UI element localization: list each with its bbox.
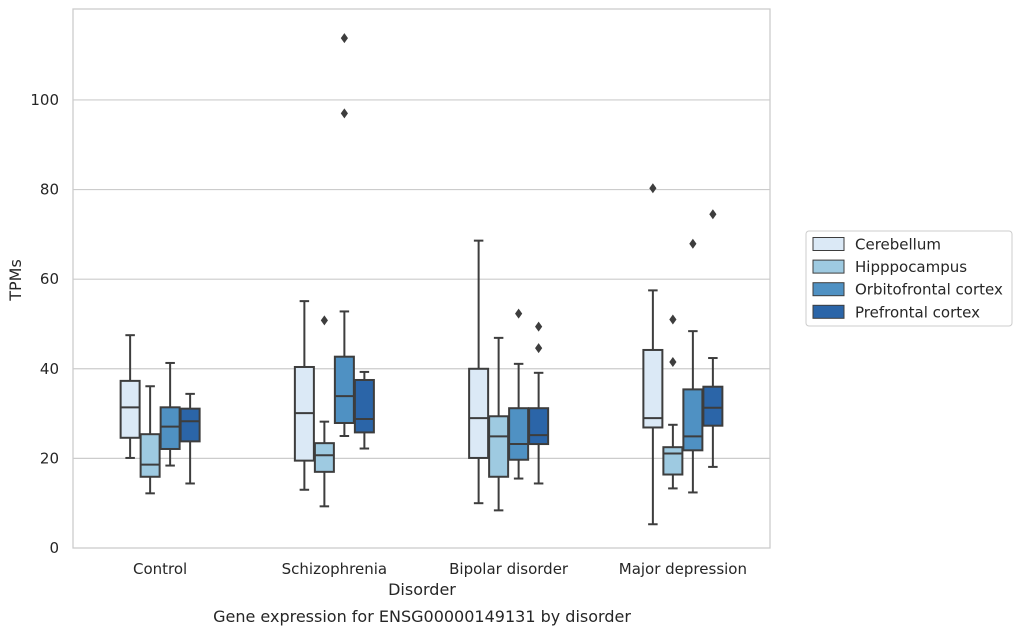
box <box>468 239 490 505</box>
legend-swatch <box>812 282 845 297</box>
box <box>508 308 530 480</box>
y-tick-label: 0 <box>49 539 59 557</box>
legend: Cerebellum Hipppocampus Orbitofrontal cort… <box>805 230 1013 327</box>
box-body <box>159 406 181 450</box>
box <box>353 370 375 450</box>
legend-swatch <box>812 237 845 251</box>
legend-label: Cerebellum <box>855 236 941 254</box>
y-tick-label: 60 <box>40 270 59 288</box>
x-axis-label: Disorder <box>388 580 456 599</box>
box-body <box>508 407 530 461</box>
box <box>682 238 704 494</box>
legend-label: Orbitofrontal cortex <box>855 281 1003 299</box>
y-tick-label: 100 <box>30 91 59 109</box>
outlier-point <box>669 357 677 368</box>
box-body <box>468 367 490 459</box>
box <box>642 183 664 526</box>
box-body <box>313 442 335 473</box>
y-tick-label: 20 <box>40 449 59 467</box>
box <box>179 392 201 485</box>
box-body <box>353 378 375 434</box>
box-body <box>488 415 510 478</box>
box <box>333 33 355 437</box>
legend-frame <box>805 230 1013 327</box>
box-body <box>119 379 141 439</box>
box <box>662 314 684 490</box>
outlier-point <box>535 321 543 332</box>
box-body <box>662 446 684 476</box>
x-tick-label: Schizophrenia <box>282 560 387 578</box>
legend-label: Prefrontal cortex <box>855 303 980 321</box>
box-body <box>139 433 161 478</box>
outlier-point <box>649 183 657 194</box>
box <box>528 321 550 485</box>
legend-swatch <box>812 304 845 319</box>
legend-label: Hipppocampus <box>855 258 967 276</box>
box-body <box>528 407 550 446</box>
y-axis-ticks: 0 20 40 60 80 100 <box>30 91 59 557</box>
outlier-point <box>689 238 697 249</box>
y-tick-label: 80 <box>40 181 59 199</box>
box <box>159 361 181 467</box>
outlier-point <box>320 315 328 326</box>
box <box>139 385 161 495</box>
outlier-point <box>535 343 543 354</box>
y-axis-label: TPMs <box>6 259 25 302</box>
grid-lines <box>73 99 770 459</box>
box-body <box>333 355 355 424</box>
x-tick-label: Major depression <box>619 560 747 578</box>
box-body <box>642 348 664 429</box>
box-body <box>682 388 704 452</box>
legend-swatch <box>812 259 845 274</box>
x-tick-label: Bipolar disorder <box>449 560 569 578</box>
box-body <box>179 407 201 443</box>
outlier-point <box>340 33 348 44</box>
box-body <box>702 385 724 427</box>
chart-caption: Gene expression for ENSG00000149131 by d… <box>213 607 631 626</box>
plot-area-frame <box>72 8 771 549</box>
box <box>293 300 315 491</box>
x-tick-label: Control <box>133 560 187 578</box>
box <box>702 209 724 468</box>
y-tick-label: 40 <box>40 360 59 378</box>
outlier-point <box>669 314 677 325</box>
box <box>313 315 335 508</box>
outlier-point <box>709 209 717 220</box>
outlier-point <box>515 308 523 319</box>
x-axis-ticks: Control Schizophrenia Bipolar disorder Majo… <box>133 560 747 578</box>
box-series <box>119 33 724 526</box>
box <box>488 336 510 512</box>
box <box>119 334 141 459</box>
outlier-point <box>340 108 348 119</box>
